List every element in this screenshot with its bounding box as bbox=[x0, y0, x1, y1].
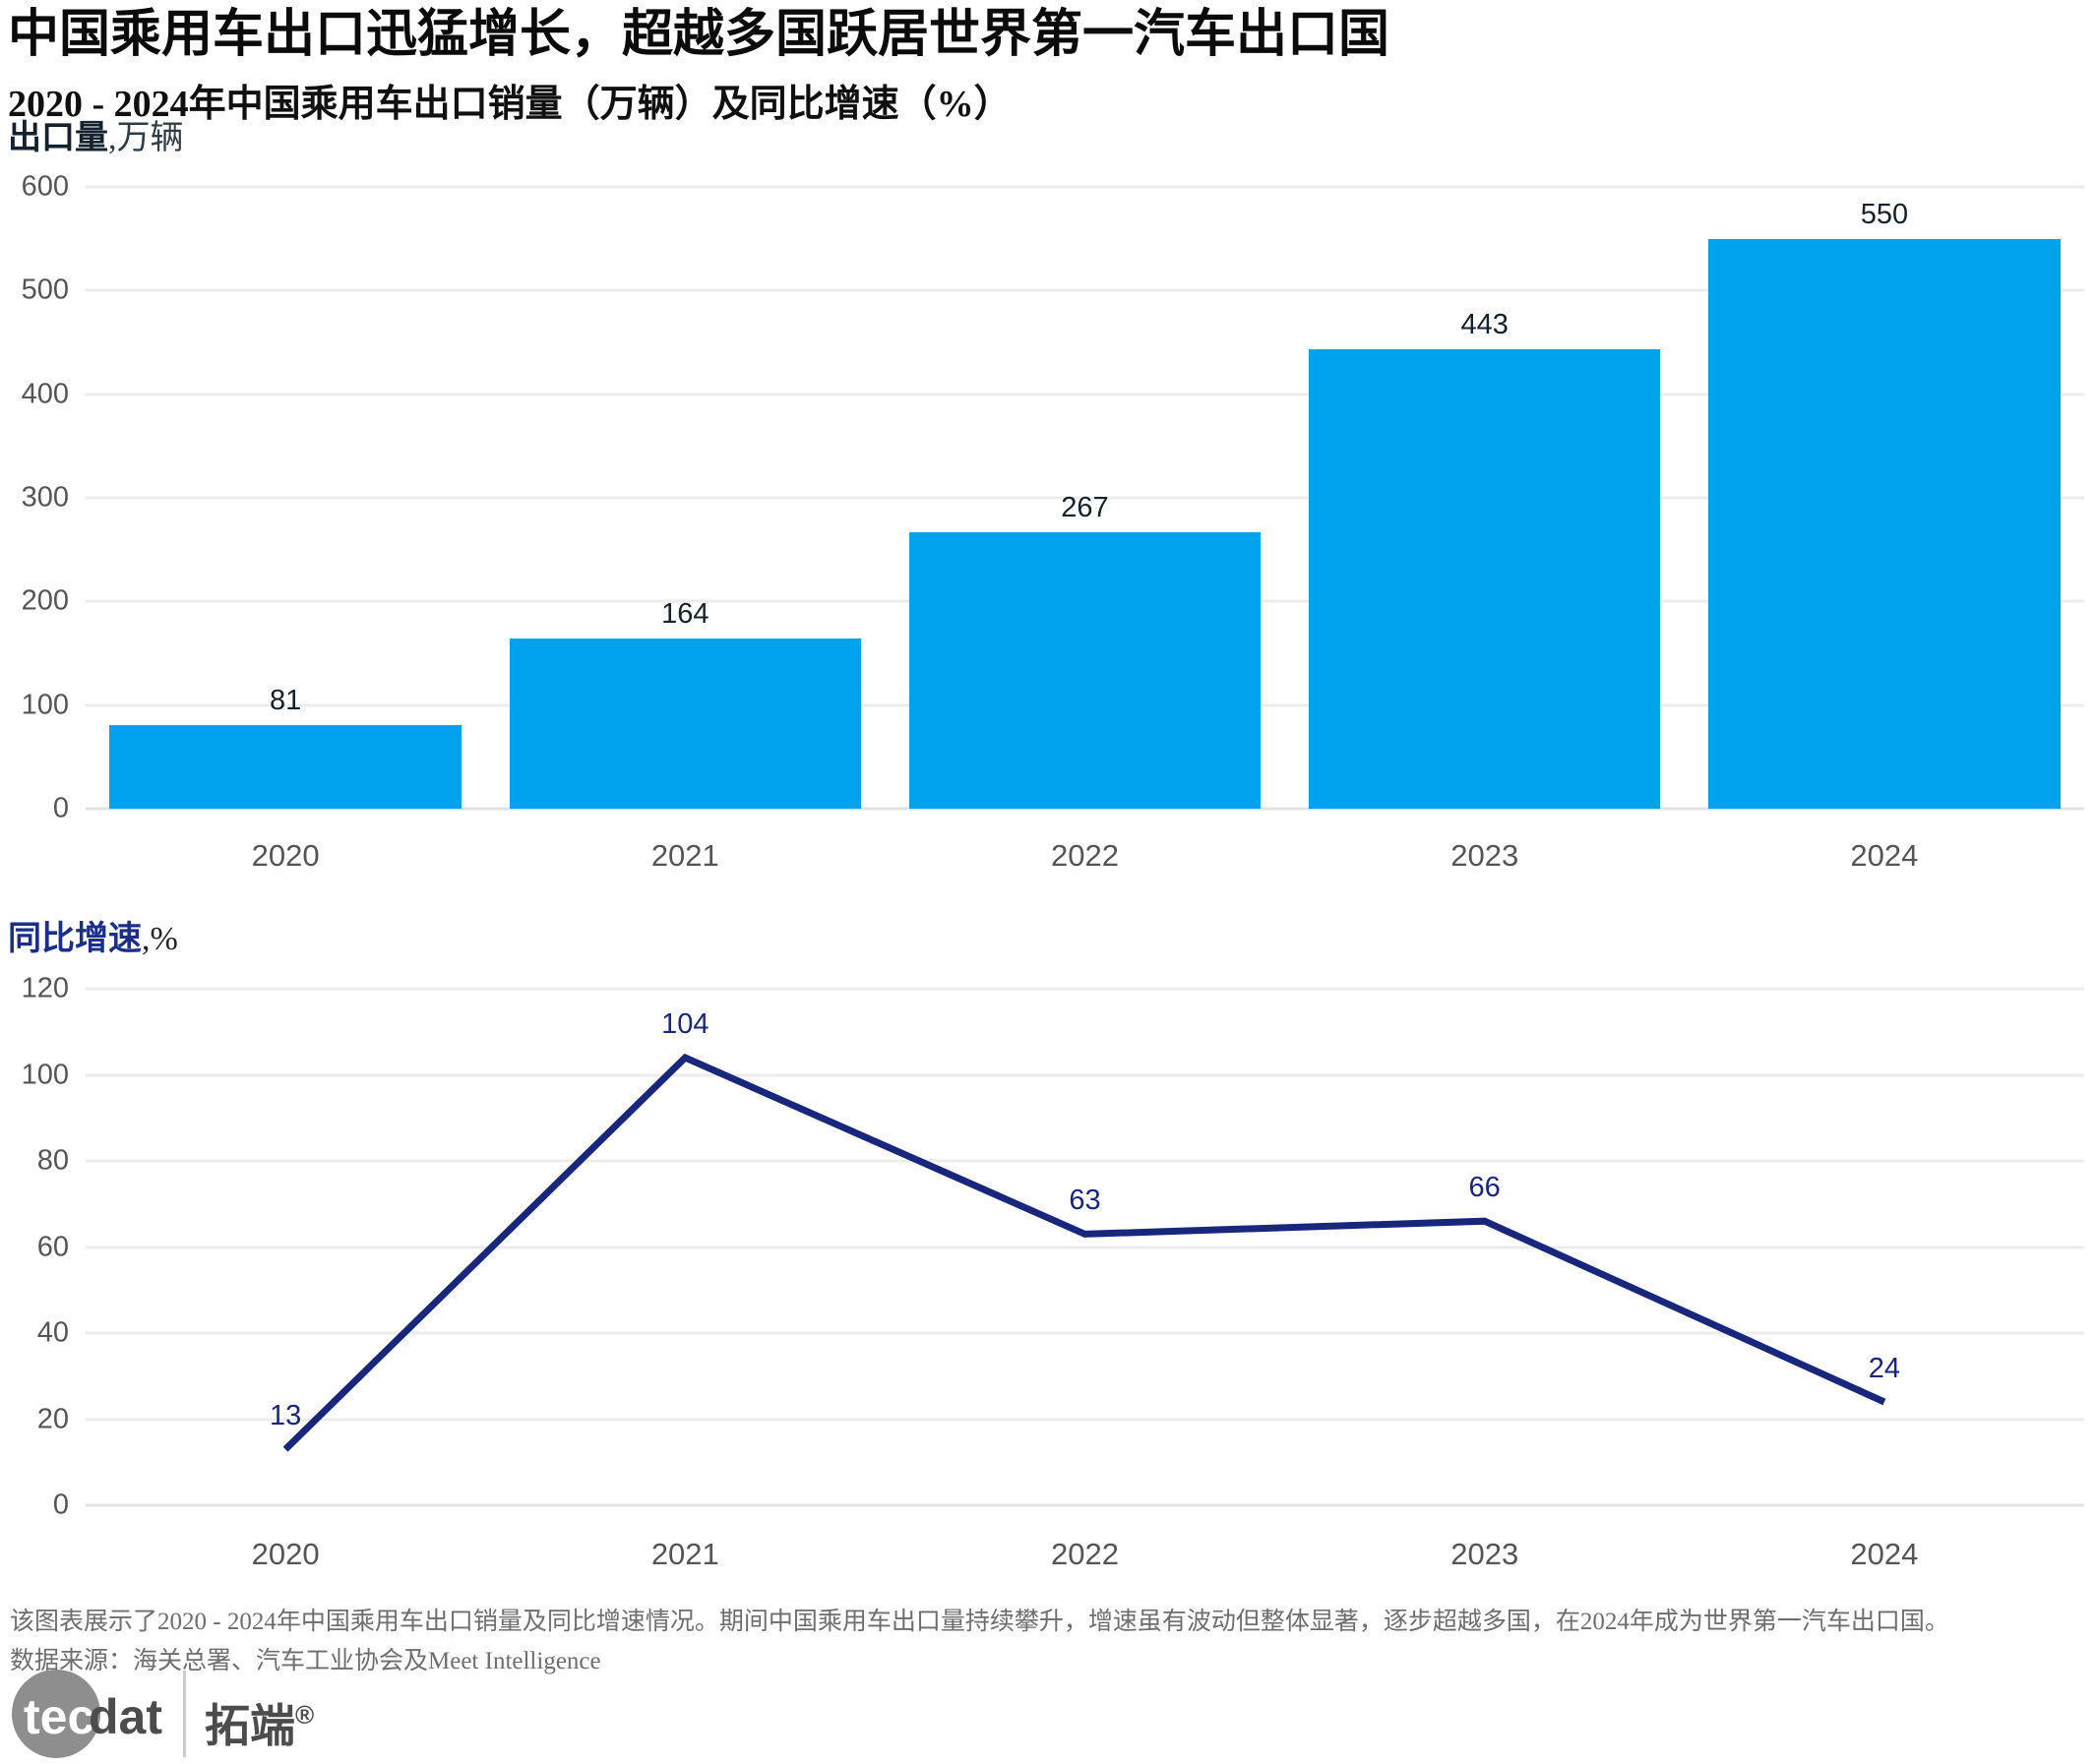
bar-chart-y-axis: 600 500 400 300 200 100 0 bbox=[0, 171, 79, 824]
y-axis-tick-label: 0 bbox=[52, 792, 69, 824]
x-axis-tick-label: 2021 bbox=[650, 1537, 719, 1571]
gridline bbox=[86, 496, 2084, 500]
y-axis-tick-label: 40 bbox=[36, 1316, 69, 1349]
bar-chart: 600 500 400 300 200 100 0 81 164 267 443 550 bbox=[0, 171, 2084, 824]
chart-title: 中国乘用车出口迅猛增长，超越多国跃居世界第一汽车出口国 bbox=[8, 7, 1390, 63]
gridline bbox=[86, 1246, 2084, 1248]
y-axis-tick-label: 400 bbox=[21, 378, 69, 410]
line-value-label: 104 bbox=[661, 1007, 709, 1040]
line-chart-x-axis: 2020 2021 2022 2023 2024 bbox=[86, 1537, 2084, 1572]
gridline bbox=[86, 1331, 2084, 1335]
y-axis-tick-label: 300 bbox=[21, 481, 69, 514]
line-value-label: 66 bbox=[1468, 1172, 1501, 1204]
y-axis-tick-label: 60 bbox=[36, 1231, 69, 1262]
x-axis-tick-label: 2023 bbox=[1450, 838, 1519, 873]
bar-value-label: 81 bbox=[269, 684, 302, 716]
bar-slot: 267 bbox=[885, 187, 1284, 809]
line-value-label: 63 bbox=[1069, 1185, 1101, 1217]
gridline bbox=[86, 987, 2084, 991]
y-axis-tick-label: 200 bbox=[21, 584, 69, 617]
chart-description: 该图表展示了2020 - 2024年中国乘用车出口销量及同比增速情况。期间中国乘… bbox=[10, 1609, 1949, 1635]
gridline bbox=[86, 1073, 2084, 1076]
x-axis-tick-label: 2020 bbox=[251, 838, 320, 873]
x-axis-tick-label: 2022 bbox=[1051, 838, 1119, 873]
gridline bbox=[86, 1159, 2084, 1163]
gridline bbox=[86, 288, 2084, 292]
line-chart-axis-unit: ,% bbox=[142, 921, 178, 957]
registered-trademark-icon: ® bbox=[295, 1700, 315, 1730]
bar-2024 bbox=[1708, 238, 2061, 809]
bar-2022 bbox=[908, 531, 1262, 809]
y-axis-tick-label: 120 bbox=[21, 972, 69, 1004]
logo-circle-icon bbox=[12, 1670, 100, 1758]
y-axis-tick-label: 500 bbox=[21, 274, 69, 306]
bar-2023 bbox=[1308, 349, 1661, 809]
bar-slot: 550 bbox=[1685, 187, 2084, 809]
y-axis-tick-label: 100 bbox=[21, 1059, 69, 1090]
bar-value-label: 550 bbox=[1860, 198, 1909, 230]
logo-divider bbox=[183, 1671, 186, 1757]
gridline bbox=[86, 1418, 2084, 1421]
gridline bbox=[86, 807, 2084, 811]
bar-chart-x-axis: 2020 2021 2022 2023 2024 bbox=[86, 838, 2084, 874]
y-axis-tick-label: 600 bbox=[21, 170, 69, 203]
line-value-label: 13 bbox=[269, 1400, 302, 1432]
bar-chart-axis-title-text: 出口量 bbox=[8, 120, 108, 156]
bar-value-label: 267 bbox=[1061, 491, 1109, 523]
logo-brand-cjk-text: 拓端 bbox=[205, 1700, 295, 1751]
bar-value-label: 164 bbox=[661, 598, 709, 631]
line-chart-axis-title-text: 同比增速 bbox=[8, 921, 142, 957]
line-chart-y-axis: 120 100 80 60 40 20 0 bbox=[0, 973, 79, 1521]
gridline bbox=[86, 393, 2084, 396]
bar-chart-axis-unit: ,万辆 bbox=[108, 120, 184, 156]
line-chart: 120 100 80 60 40 20 0 13 104 63 66 24 bbox=[0, 973, 2084, 1521]
line-chart-axis-title: 同比增速,% bbox=[8, 921, 178, 957]
y-axis-tick-label: 100 bbox=[21, 689, 69, 721]
line-chart-plot-area: 13 104 63 66 24 bbox=[86, 987, 2084, 1507]
bar-slot: 443 bbox=[1285, 187, 1685, 809]
y-axis-tick-label: 20 bbox=[36, 1403, 69, 1434]
logo-brand-cjk: 拓端® bbox=[205, 1690, 314, 1755]
y-axis-tick-label: 0 bbox=[52, 1489, 69, 1521]
gridline bbox=[86, 1503, 2084, 1507]
bar-2021 bbox=[509, 639, 862, 809]
x-axis-tick-label: 2020 bbox=[251, 1537, 320, 1571]
growth-line-svg bbox=[86, 989, 2084, 1505]
bar-value-label: 443 bbox=[1460, 309, 1509, 341]
logo-brand-suffix: dat bbox=[89, 1689, 162, 1744]
x-axis-tick-label: 2024 bbox=[1850, 838, 1919, 873]
line-value-label: 24 bbox=[1868, 1353, 1901, 1384]
bar-slot: 164 bbox=[485, 187, 885, 809]
bar-chart-plot-area: 81 164 267 443 550 bbox=[86, 185, 2084, 811]
bar-2020 bbox=[109, 724, 462, 809]
logo-brand-prefix: tec bbox=[24, 1689, 95, 1744]
bar-chart-axis-title: 出口量,万辆 bbox=[8, 120, 184, 156]
bar-slot: 81 bbox=[86, 187, 485, 809]
tecdat-logo: tec dat 拓端® bbox=[10, 1667, 344, 1761]
data-source: 数据来源：海关总署、汽车工业协会及Meet Intelligence bbox=[10, 1648, 601, 1674]
growth-line bbox=[285, 1058, 1884, 1449]
x-axis-tick-label: 2021 bbox=[650, 838, 719, 873]
x-axis-tick-label: 2023 bbox=[1450, 1537, 1519, 1571]
x-axis-tick-label: 2022 bbox=[1051, 1537, 1119, 1571]
gridline bbox=[86, 185, 2084, 189]
y-axis-tick-label: 80 bbox=[36, 1144, 69, 1177]
x-axis-tick-label: 2024 bbox=[1850, 1537, 1919, 1571]
chart-subtitle: 2020 - 2024年中国乘用车出口销量（万辆）及同比增速（%） bbox=[8, 84, 1012, 125]
